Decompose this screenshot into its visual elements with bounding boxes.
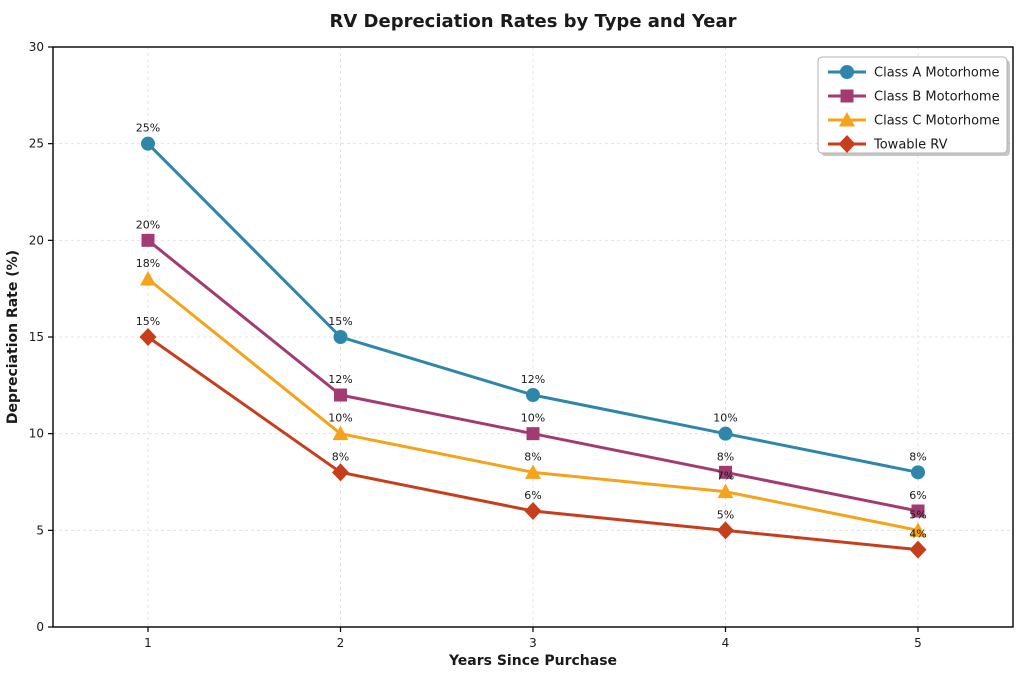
data-point-label: 10% (713, 412, 737, 425)
legend: Class A Motorhome Class B Motorhome Class … (817, 56, 1010, 156)
triangle-marker (910, 522, 926, 537)
diamond-marker (838, 135, 856, 153)
triangle-marker (525, 464, 541, 479)
diamond-marker (524, 502, 542, 520)
circle-marker (526, 388, 540, 402)
data-point-label: 10% (521, 412, 545, 425)
legend-entry-label: Towable RV (873, 138, 948, 153)
circle-marker (911, 465, 925, 480)
diamond-marker (717, 521, 734, 540)
y-tick-label: 10 (29, 427, 44, 441)
data-point-label: 6% (524, 489, 541, 502)
data-point-label: 7% (717, 470, 734, 483)
y-tick-label: 30 (29, 40, 44, 54)
axes-layer: 0 5 10 15 20 25 30 1 2 3 4 5 (29, 40, 1014, 650)
y-tick-label: 15 (29, 330, 44, 344)
legend-entry-label: Class C Motorhome (874, 114, 1000, 129)
data-point-label: 12% (521, 373, 545, 386)
x-tick-label: 1 (144, 636, 152, 650)
square-marker (911, 504, 925, 518)
circle-marker (840, 65, 854, 79)
data-point-label: 8% (717, 450, 734, 463)
triangle-marker (839, 112, 855, 127)
legend-box (817, 56, 1008, 154)
data-point-label: 4% (909, 528, 926, 541)
x-tick-label: 4 (722, 636, 730, 650)
y-axis-label: Depreciation Rate (%) (5, 250, 21, 424)
data-point-label: 18% (136, 257, 160, 270)
y-tick-label: 20 (29, 233, 44, 247)
data-point-label: 8% (332, 450, 349, 463)
data-point-label: 20% (136, 218, 160, 231)
x-tick-label: 5 (914, 636, 922, 650)
x-tick-label: 3 (529, 636, 537, 650)
square-marker (526, 427, 540, 441)
circle-marker (718, 426, 733, 441)
y-tick-label: 25 (29, 137, 44, 151)
y-tick-label: 5 (36, 523, 44, 537)
circle-marker (141, 136, 155, 151)
x-tick-label: 2 (337, 636, 345, 650)
triangle-marker (332, 425, 349, 441)
legend-entry-label: Class B Motorhome (874, 90, 1000, 105)
triangle-marker (140, 271, 156, 286)
legend-entry-label: Class A Motorhome (874, 66, 1000, 81)
square-marker (334, 388, 347, 402)
chart-title: RV Depreciation Rates by Type and Year (329, 11, 736, 32)
data-point-label: 8% (524, 450, 541, 463)
y-tick-label: 0 (36, 620, 44, 634)
data-point-label: 12% (328, 373, 352, 386)
data-point-label: 10% (328, 412, 352, 425)
x-axis-label: Years Since Purchase (448, 653, 617, 669)
square-marker (141, 233, 155, 247)
data-point-label: 15% (136, 315, 160, 328)
diamond-marker (139, 328, 157, 346)
data-labels-layer: 25% 15% 12% 10% 8% 20% 12% 10% 8% 6% 18% 10% 8% 7% 5% 1… (136, 122, 927, 541)
data-point-label: 6% (909, 489, 926, 502)
data-point-label: 5% (909, 508, 926, 521)
data-point-label: 8% (909, 450, 926, 463)
circle-marker (333, 330, 348, 344)
data-point-label: 5% (717, 508, 734, 521)
diamond-marker (332, 463, 349, 482)
square-marker (840, 89, 854, 103)
data-point-label: 25% (136, 122, 160, 135)
series-layer (139, 136, 927, 559)
data-point-label: 15% (328, 315, 352, 328)
square-marker (719, 465, 732, 479)
diamond-marker (909, 540, 927, 559)
triangle-marker (717, 483, 734, 499)
